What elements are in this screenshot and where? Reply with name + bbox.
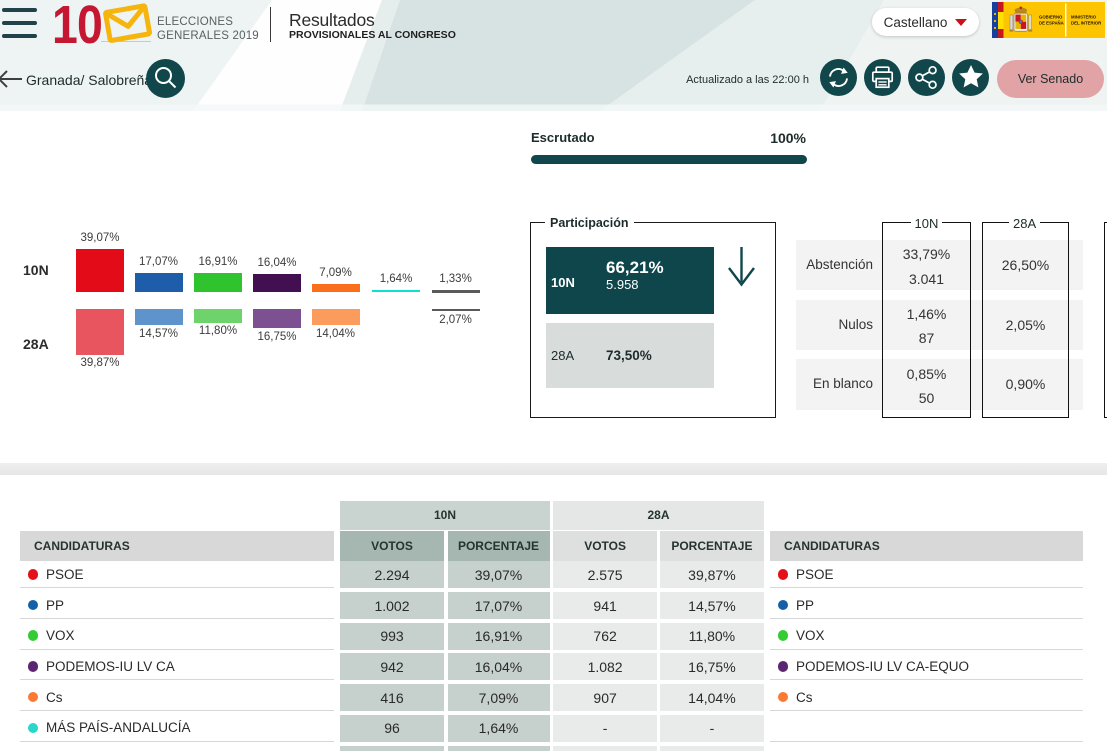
svg-text:DEL INTERIOR: DEL INTERIOR [1071,21,1102,26]
svg-text:DE ESPAÑA: DE ESPAÑA [1039,21,1064,26]
svg-text:MINISTERIO: MINISTERIO [1071,15,1097,20]
svg-text:GOBIERNO: GOBIERNO [1039,15,1063,20]
